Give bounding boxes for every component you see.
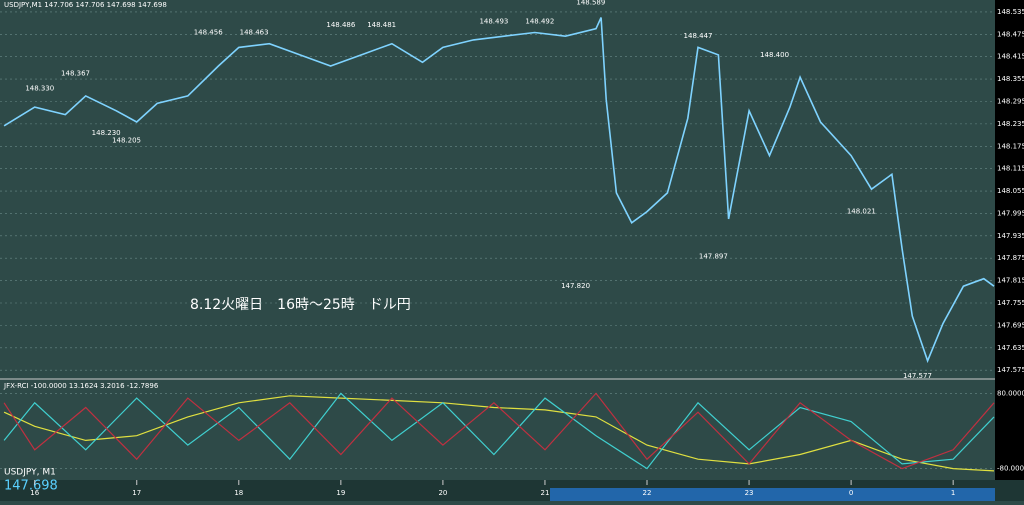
y-tick-label: 148.535 <box>997 8 1024 16</box>
y-tick-label: 147.575 <box>997 366 1024 374</box>
price-label: 147.897 <box>699 252 728 260</box>
y-tick-label: 147.815 <box>997 277 1024 285</box>
y-tick-label: 148.175 <box>997 142 1024 150</box>
price-label: 148.481 <box>367 21 396 29</box>
price-line <box>3 392 995 470</box>
symbol-label: USDJPY, M1 <box>4 468 56 478</box>
x-tick-label: 16 <box>30 489 39 497</box>
x-tick-label: 22 <box>643 489 652 497</box>
y-tick-label: 148.115 <box>997 165 1024 173</box>
y-tick-label: 80.0000 <box>997 389 1024 397</box>
price-label: 148.492 <box>525 17 554 25</box>
y-tick-label: 148.235 <box>997 120 1024 128</box>
y-tick-label: 147.935 <box>997 232 1024 240</box>
oscillator-title: JFX-RCI -100.0000 13.1624 3.2016 -12.789… <box>3 382 159 390</box>
price-label: 148.486 <box>326 21 355 29</box>
y-tick-label: 148.055 <box>997 187 1024 195</box>
y-tick-label: 147.995 <box>997 209 1024 217</box>
price-label: 148.589 <box>576 0 605 7</box>
x-tick-label: 1 <box>951 489 955 497</box>
y-tick-label: 148.295 <box>997 97 1024 105</box>
annotation: 8.12火曜日 16時～25時 ドル円 <box>190 297 411 313</box>
price-label: 148.400 <box>760 51 789 59</box>
y-tick-label: 148.415 <box>997 53 1024 61</box>
price-line <box>3 392 995 470</box>
price-label: 148.463 <box>240 28 269 36</box>
x-tick-label: 23 <box>745 489 754 497</box>
price-line <box>3 395 995 472</box>
price-label: 148.456 <box>194 28 223 36</box>
price-label: 147.820 <box>561 282 590 290</box>
last-price: 147.698 <box>4 479 58 494</box>
price-line <box>3 17 995 364</box>
price-label: 147.577 <box>903 372 932 380</box>
price-label: 148.447 <box>684 32 713 40</box>
y-tick-label: 147.755 <box>997 299 1024 307</box>
x-tick-label: 20 <box>438 489 447 497</box>
x-tick-label: 17 <box>132 489 141 497</box>
y-tick-label: 147.635 <box>997 344 1024 352</box>
price-label: 148.230 <box>92 129 121 137</box>
price-label: 148.367 <box>61 70 90 78</box>
price-label: 148.205 <box>112 137 141 145</box>
x-tick-label: 0 <box>849 489 853 497</box>
y-tick-label: -80.0000 <box>997 465 1024 473</box>
price-axis <box>995 0 1024 501</box>
y-tick-label: 148.475 <box>997 30 1024 38</box>
y-tick-label: 148.355 <box>997 75 1024 83</box>
y-tick-label: 147.695 <box>997 321 1024 329</box>
chart-title: USDJPY,M1 147.706 147.706 147.698 147.69… <box>4 1 167 9</box>
price-label: 148.330 <box>25 84 54 92</box>
x-tick-label: 19 <box>336 489 345 497</box>
price-label: 148.493 <box>479 17 508 25</box>
x-tick-label: 21 <box>540 489 549 497</box>
y-tick-label: 147.875 <box>997 254 1024 262</box>
x-tick-label: 18 <box>234 489 243 497</box>
time-highlight <box>550 488 995 501</box>
price-label: 148.021 <box>847 208 876 216</box>
